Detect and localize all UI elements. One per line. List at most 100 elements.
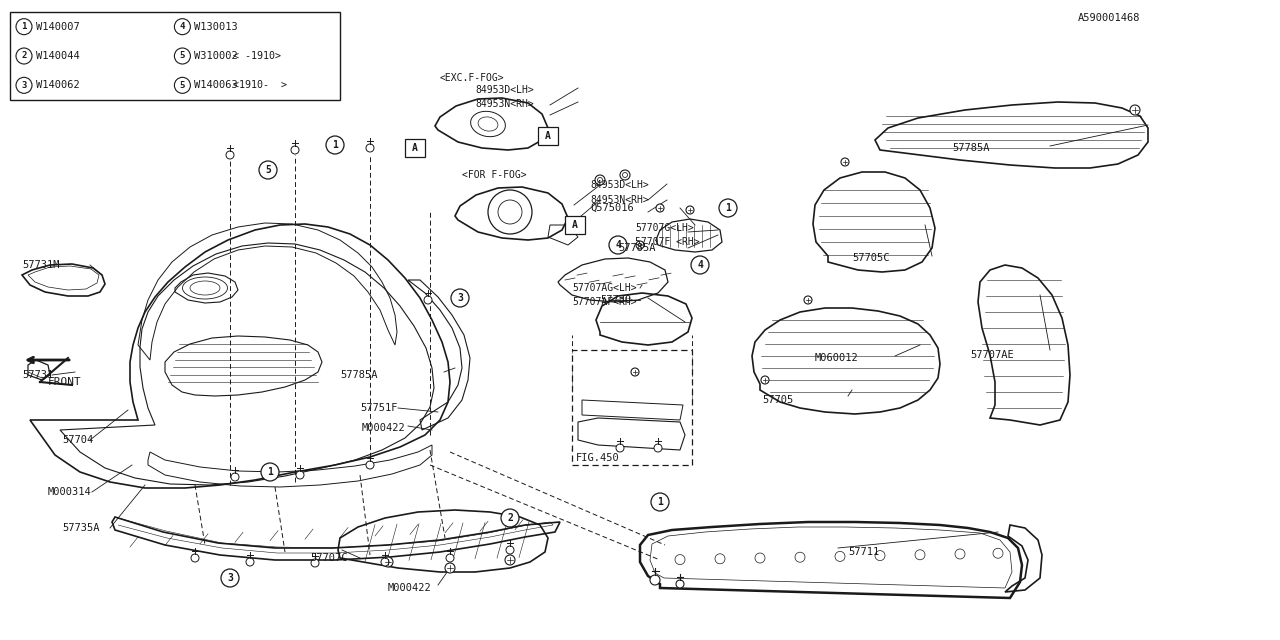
Circle shape — [636, 241, 644, 249]
Circle shape — [915, 550, 925, 560]
Circle shape — [445, 563, 454, 573]
Circle shape — [841, 158, 849, 166]
Text: 57707C: 57707C — [310, 553, 347, 563]
Circle shape — [650, 575, 660, 585]
FancyBboxPatch shape — [538, 127, 558, 145]
Circle shape — [424, 296, 433, 304]
Circle shape — [191, 554, 198, 562]
Text: 57705C: 57705C — [852, 253, 890, 263]
Bar — [10, 12, 340, 100]
Text: M000314: M000314 — [49, 487, 92, 497]
Text: 1: 1 — [22, 22, 27, 31]
Text: 84953D<LH>: 84953D<LH> — [475, 85, 534, 95]
Text: W140044: W140044 — [36, 51, 79, 61]
Text: FIG.450: FIG.450 — [576, 453, 620, 463]
Circle shape — [955, 549, 965, 559]
Text: 3: 3 — [227, 573, 233, 583]
Circle shape — [311, 559, 319, 567]
Text: 84953N<RH>: 84953N<RH> — [590, 195, 649, 205]
Text: 57707AF<RH>: 57707AF<RH> — [572, 297, 636, 307]
Circle shape — [366, 461, 374, 469]
Text: M000422: M000422 — [388, 583, 431, 593]
Text: 4: 4 — [179, 22, 186, 31]
Text: 57707G<LH>: 57707G<LH> — [635, 223, 694, 233]
Text: 57735A: 57735A — [61, 523, 100, 533]
Circle shape — [691, 256, 709, 274]
Circle shape — [652, 493, 669, 511]
Circle shape — [230, 473, 239, 481]
Circle shape — [221, 569, 239, 587]
Text: 5: 5 — [179, 81, 186, 90]
Circle shape — [598, 177, 603, 182]
Circle shape — [296, 471, 305, 479]
Text: 3: 3 — [457, 293, 463, 303]
Text: 84953N<RH>: 84953N<RH> — [475, 99, 534, 109]
Circle shape — [755, 553, 765, 563]
Text: 57731: 57731 — [22, 370, 54, 380]
Text: 57707F <RH>: 57707F <RH> — [635, 237, 700, 247]
Text: 57711: 57711 — [849, 547, 879, 557]
Circle shape — [174, 77, 191, 93]
Text: FRONT: FRONT — [49, 377, 82, 387]
Circle shape — [620, 170, 630, 180]
Circle shape — [15, 48, 32, 64]
Circle shape — [506, 555, 515, 565]
Circle shape — [174, 48, 191, 64]
Circle shape — [261, 463, 279, 481]
Text: <1910-  >: <1910- > — [233, 81, 287, 90]
Circle shape — [876, 550, 884, 561]
Circle shape — [654, 444, 662, 452]
Text: < -1910>: < -1910> — [233, 51, 280, 61]
Circle shape — [15, 77, 32, 93]
Text: <EXC.F-FOG>: <EXC.F-FOG> — [440, 73, 504, 83]
Circle shape — [500, 509, 518, 527]
Ellipse shape — [471, 111, 506, 137]
Text: W140062: W140062 — [36, 81, 79, 90]
Circle shape — [383, 557, 393, 567]
Text: 5: 5 — [265, 165, 271, 175]
Text: 57785A: 57785A — [952, 143, 989, 153]
Circle shape — [762, 376, 769, 384]
Circle shape — [291, 146, 300, 154]
Text: M000422: M000422 — [362, 423, 406, 433]
Text: 57704: 57704 — [61, 435, 93, 445]
Circle shape — [675, 555, 685, 564]
Circle shape — [622, 173, 627, 177]
Text: 3: 3 — [22, 81, 27, 90]
Text: Q575016: Q575016 — [590, 203, 634, 213]
Text: M060012: M060012 — [815, 353, 859, 363]
Circle shape — [174, 19, 191, 35]
Circle shape — [498, 200, 522, 224]
Circle shape — [719, 199, 737, 217]
Text: 1: 1 — [268, 467, 273, 477]
Ellipse shape — [183, 277, 228, 299]
Text: A: A — [545, 131, 550, 141]
Circle shape — [716, 554, 724, 564]
Circle shape — [795, 552, 805, 562]
Circle shape — [366, 144, 374, 152]
Circle shape — [246, 558, 253, 566]
Text: 1: 1 — [724, 203, 731, 213]
Circle shape — [488, 190, 532, 234]
Text: A: A — [412, 143, 419, 153]
FancyBboxPatch shape — [564, 216, 585, 234]
Circle shape — [686, 206, 694, 214]
FancyBboxPatch shape — [572, 350, 692, 465]
Circle shape — [595, 175, 605, 185]
Circle shape — [804, 296, 812, 304]
Text: <FOR F-FOG>: <FOR F-FOG> — [462, 170, 526, 180]
FancyBboxPatch shape — [404, 139, 425, 157]
Text: W140007: W140007 — [36, 22, 79, 31]
Circle shape — [259, 161, 276, 179]
Text: W310002: W310002 — [195, 51, 238, 61]
Circle shape — [227, 151, 234, 159]
Circle shape — [326, 136, 344, 154]
Circle shape — [676, 580, 684, 588]
Text: 57785A: 57785A — [618, 243, 655, 253]
Circle shape — [451, 289, 468, 307]
Circle shape — [835, 552, 845, 561]
Circle shape — [445, 554, 454, 562]
Text: 4: 4 — [698, 260, 703, 270]
Text: 2: 2 — [22, 51, 27, 61]
Text: 57707AG<LH>: 57707AG<LH> — [572, 283, 636, 293]
